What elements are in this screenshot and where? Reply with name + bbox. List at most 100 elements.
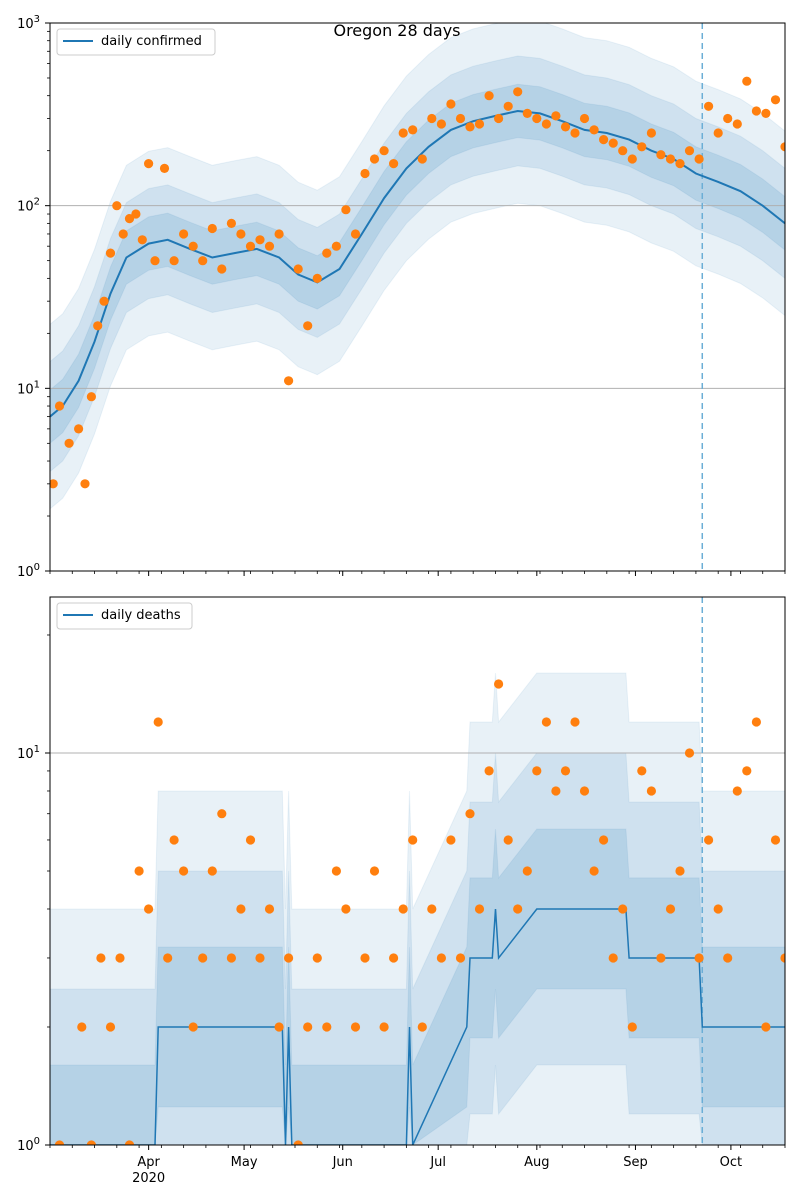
data-point [188, 241, 198, 251]
data-point [169, 835, 179, 845]
data-point [115, 953, 125, 963]
data-point [761, 108, 771, 118]
data-point [675, 159, 685, 169]
data-point [646, 786, 657, 796]
data-point [389, 953, 399, 963]
data-point [723, 113, 733, 124]
data-point [618, 904, 628, 914]
data-point [179, 229, 189, 239]
x-tick-label: Oct [720, 1155, 742, 1170]
data-point [105, 1022, 116, 1032]
data-point [379, 1022, 389, 1032]
top-legend-box [56, 28, 216, 56]
data-point [408, 835, 418, 845]
top-gridlines [50, 205, 785, 389]
uncertainty-band-2 [50, 55, 785, 473]
daily-confirmed-line [50, 109, 785, 418]
data-point [131, 209, 141, 219]
data-point [86, 392, 96, 402]
data-point [255, 235, 265, 245]
data-point [341, 904, 351, 914]
data-point [226, 218, 236, 228]
data-point [742, 766, 752, 776]
data-point [360, 953, 370, 963]
data-point [112, 201, 122, 211]
data-point [236, 229, 246, 239]
top-legend: daily confirmed [56, 28, 216, 56]
data-point [134, 866, 144, 876]
data-point [675, 866, 685, 876]
data-point [303, 321, 313, 331]
data-point [627, 1022, 637, 1032]
data-point [503, 835, 513, 845]
top-x-axis-ticks [49, 571, 786, 576]
data-point [446, 835, 456, 845]
data-point [74, 424, 84, 434]
data-point [579, 113, 590, 124]
data-point [144, 904, 154, 914]
data-point [188, 1022, 198, 1032]
data-point [570, 128, 580, 138]
data-point [723, 953, 733, 963]
data-point [274, 1022, 284, 1032]
y-tick-label: 101 [17, 379, 40, 397]
y-tick-label: 103 [17, 14, 40, 32]
top-panel-confirmed: 100 101 102 103 Oregon 28 days daily confir… [17, 14, 786, 580]
data-point [532, 113, 542, 124]
data-point [179, 866, 189, 876]
daily-confirmed-points [50, 76, 785, 489]
data-point [532, 766, 542, 776]
uncertainty-band-2 [50, 752, 785, 1145]
data-point [408, 125, 418, 135]
data-point [522, 866, 532, 876]
x-tick-label: Apr [137, 1155, 160, 1170]
data-point [484, 91, 494, 101]
data-point [105, 248, 116, 258]
data-point [541, 119, 552, 129]
data-point [732, 119, 742, 129]
x-tick-label: Jun [332, 1155, 353, 1170]
data-point [389, 159, 399, 169]
data-point [589, 866, 599, 876]
top-y-axis: 100 101 102 103 [17, 14, 50, 580]
data-point [665, 904, 676, 914]
data-point [608, 953, 618, 963]
bottom-legend-label: daily deaths [101, 608, 181, 623]
data-point [474, 119, 485, 129]
data-point [436, 953, 446, 963]
data-point [284, 953, 294, 963]
data-point [742, 76, 752, 86]
data-point [713, 904, 723, 914]
data-point [217, 264, 227, 274]
data-point [541, 717, 552, 727]
bottom-legend: daily deaths [56, 602, 193, 630]
data-point [618, 146, 628, 156]
data-point [118, 229, 128, 239]
data-point [608, 138, 618, 148]
data-point [99, 296, 109, 306]
data-point [656, 150, 666, 160]
data-point [751, 106, 762, 116]
data-point [684, 748, 695, 758]
data-point [350, 229, 361, 239]
data-point [780, 142, 785, 152]
data-point [398, 904, 408, 914]
data-point [93, 321, 103, 331]
data-point [255, 953, 265, 963]
data-point [704, 101, 714, 111]
data-point [646, 128, 657, 138]
data-point [331, 241, 341, 251]
data-point [761, 1022, 771, 1032]
data-point [124, 1140, 135, 1145]
x-tick-label: May [231, 1155, 258, 1170]
y-tick-label: 100 [17, 562, 40, 580]
data-point [226, 953, 236, 963]
x-tick-label: Sep [623, 1155, 648, 1170]
top-legend-label: daily confirmed [101, 34, 202, 49]
data-point [137, 235, 147, 245]
data-point [124, 214, 135, 224]
data-point [694, 154, 704, 164]
data-point [207, 223, 217, 234]
chart-title: Oregon 28 days [333, 21, 460, 40]
